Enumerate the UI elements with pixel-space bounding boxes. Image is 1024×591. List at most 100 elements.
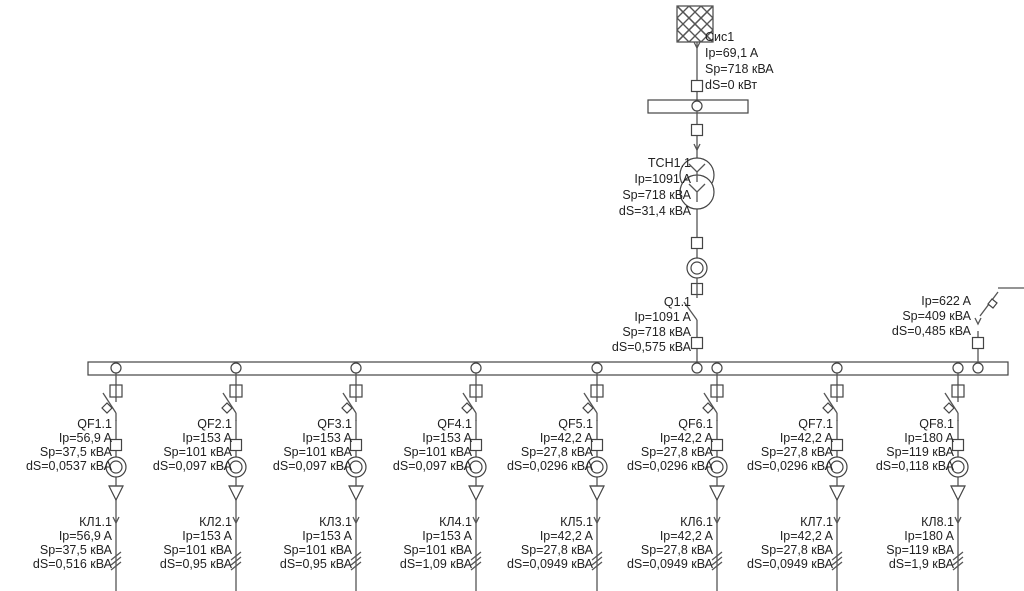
cable-marks-icon bbox=[831, 551, 843, 571]
breaker-trip-icon bbox=[822, 402, 834, 414]
transformer[interactable]: ТСН1.1 Ip=1091 A Sp=718 кВА dS=31,4 кВА bbox=[619, 111, 715, 279]
bus-node bbox=[110, 362, 122, 374]
label-ip: Ip=42,2 A bbox=[660, 431, 714, 445]
label-sp: Sp=718 кВА bbox=[622, 325, 691, 339]
bus-node bbox=[691, 100, 703, 112]
label-ds: dS=1,9 кВА bbox=[889, 557, 955, 571]
terminal-box bbox=[229, 438, 243, 452]
label-sp: Sp=101 кВА bbox=[283, 445, 352, 459]
bus-node bbox=[591, 362, 603, 374]
label-name: КЛ6.1 bbox=[680, 515, 713, 529]
label-ds: dS=0,0949 кВА bbox=[627, 557, 714, 571]
breaker-trip-icon bbox=[101, 402, 113, 414]
terminal-box bbox=[349, 438, 363, 452]
cable-end-icon bbox=[589, 485, 605, 502]
switch-blade bbox=[342, 392, 357, 414]
current-transformer-inner bbox=[229, 460, 243, 474]
label-name: КЛ5.1 bbox=[560, 515, 593, 529]
cable-marks-icon bbox=[110, 551, 122, 571]
terminal-box bbox=[690, 123, 704, 137]
breaker-trip-icon bbox=[987, 298, 998, 309]
label-ds: dS=0,95 кВА bbox=[160, 557, 233, 571]
hv-busbar[interactable] bbox=[647, 99, 749, 114]
terminal-box bbox=[690, 336, 704, 350]
hatch bbox=[676, 17, 702, 43]
label-sp: Sp=27,8 кВА bbox=[761, 445, 834, 459]
current-transformer-inner bbox=[690, 261, 704, 275]
wye-symbol bbox=[688, 163, 706, 182]
bus-node bbox=[350, 362, 362, 374]
cable-marks-icon bbox=[711, 551, 723, 571]
label-sp: Sp=718 кВА bbox=[705, 62, 774, 76]
terminal-box bbox=[469, 438, 483, 452]
terminal-box bbox=[690, 79, 704, 93]
bus-node bbox=[972, 362, 984, 374]
bus-node bbox=[831, 362, 843, 374]
label-name: КЛ8.1 bbox=[921, 515, 954, 529]
label-ip: Ip=153 A bbox=[182, 431, 232, 445]
label-ds: dS=0,95 кВА bbox=[280, 557, 353, 571]
label-ds: dS=0,097 кВА bbox=[393, 459, 473, 473]
arrow-icon bbox=[693, 41, 701, 50]
label-ip: Ip=42,2 A bbox=[660, 529, 714, 543]
label-ds: dS=0,0296 кВА bbox=[507, 459, 594, 473]
lv-busbar[interactable] bbox=[87, 361, 1009, 376]
busbar-rect bbox=[87, 361, 1009, 376]
cable-marks-icon bbox=[350, 551, 362, 571]
hatch bbox=[700, 5, 714, 19]
arrow-icon bbox=[112, 516, 120, 525]
label-ip: Ip=153 A bbox=[302, 431, 352, 445]
label-name: QF8.1 bbox=[919, 417, 954, 431]
cable-end-icon bbox=[709, 485, 725, 502]
label-sp: Sp=101 кВА bbox=[163, 543, 232, 557]
label-ip: Ip=153 A bbox=[422, 529, 472, 543]
breaker-trip-icon bbox=[943, 402, 955, 414]
label-ds: dS=0,097 кВА bbox=[273, 459, 353, 473]
hatch bbox=[676, 29, 690, 43]
switch-blade bbox=[944, 392, 959, 414]
label-name: QF3.1 bbox=[317, 417, 352, 431]
label-ds: dS=0,118 кВА bbox=[876, 459, 955, 473]
power-source[interactable]: Сис1 Ip=69,1 A Sp=718 кВА dS=0 кВт bbox=[676, 5, 774, 100]
breaker-trip-icon bbox=[341, 402, 353, 414]
current-transformer-inner bbox=[349, 460, 363, 474]
label-ip: Ip=1091 A bbox=[634, 172, 691, 186]
breaker-trip-icon bbox=[461, 402, 473, 414]
label-sp: Sp=101 кВА bbox=[403, 445, 472, 459]
arrow-icon bbox=[232, 516, 240, 525]
cable-marks-icon bbox=[470, 551, 482, 571]
hatch bbox=[688, 5, 714, 31]
label-ip: Ip=42,2 A bbox=[780, 431, 834, 445]
label-ip: Ip=69,1 A bbox=[705, 46, 759, 60]
label-ds: dS=0 кВт bbox=[705, 78, 757, 92]
cable-end-icon bbox=[348, 485, 364, 502]
label-ip: Ip=622 A bbox=[921, 294, 971, 308]
label-sp: Sp=37,5 кВА bbox=[40, 445, 113, 459]
hatch bbox=[700, 29, 714, 43]
label-ds: dS=31,4 кВА bbox=[619, 204, 692, 218]
terminal-box bbox=[690, 236, 704, 250]
switch-gap bbox=[687, 298, 707, 328]
switch-blade bbox=[222, 392, 237, 414]
arrow-icon bbox=[693, 143, 701, 152]
cable-end-icon bbox=[108, 485, 124, 502]
arrow-icon bbox=[954, 516, 962, 525]
label-ds: dS=0,0949 кВА bbox=[507, 557, 594, 571]
switch-blade bbox=[703, 392, 718, 414]
bus-node bbox=[470, 362, 482, 374]
label-sp: Sp=101 кВА bbox=[283, 543, 352, 557]
label-ds: dS=0,097 кВА bbox=[153, 459, 233, 473]
terminal-box bbox=[590, 438, 604, 452]
label-ds: dS=0,516 кВА bbox=[33, 557, 113, 571]
switch-blade bbox=[102, 392, 117, 414]
